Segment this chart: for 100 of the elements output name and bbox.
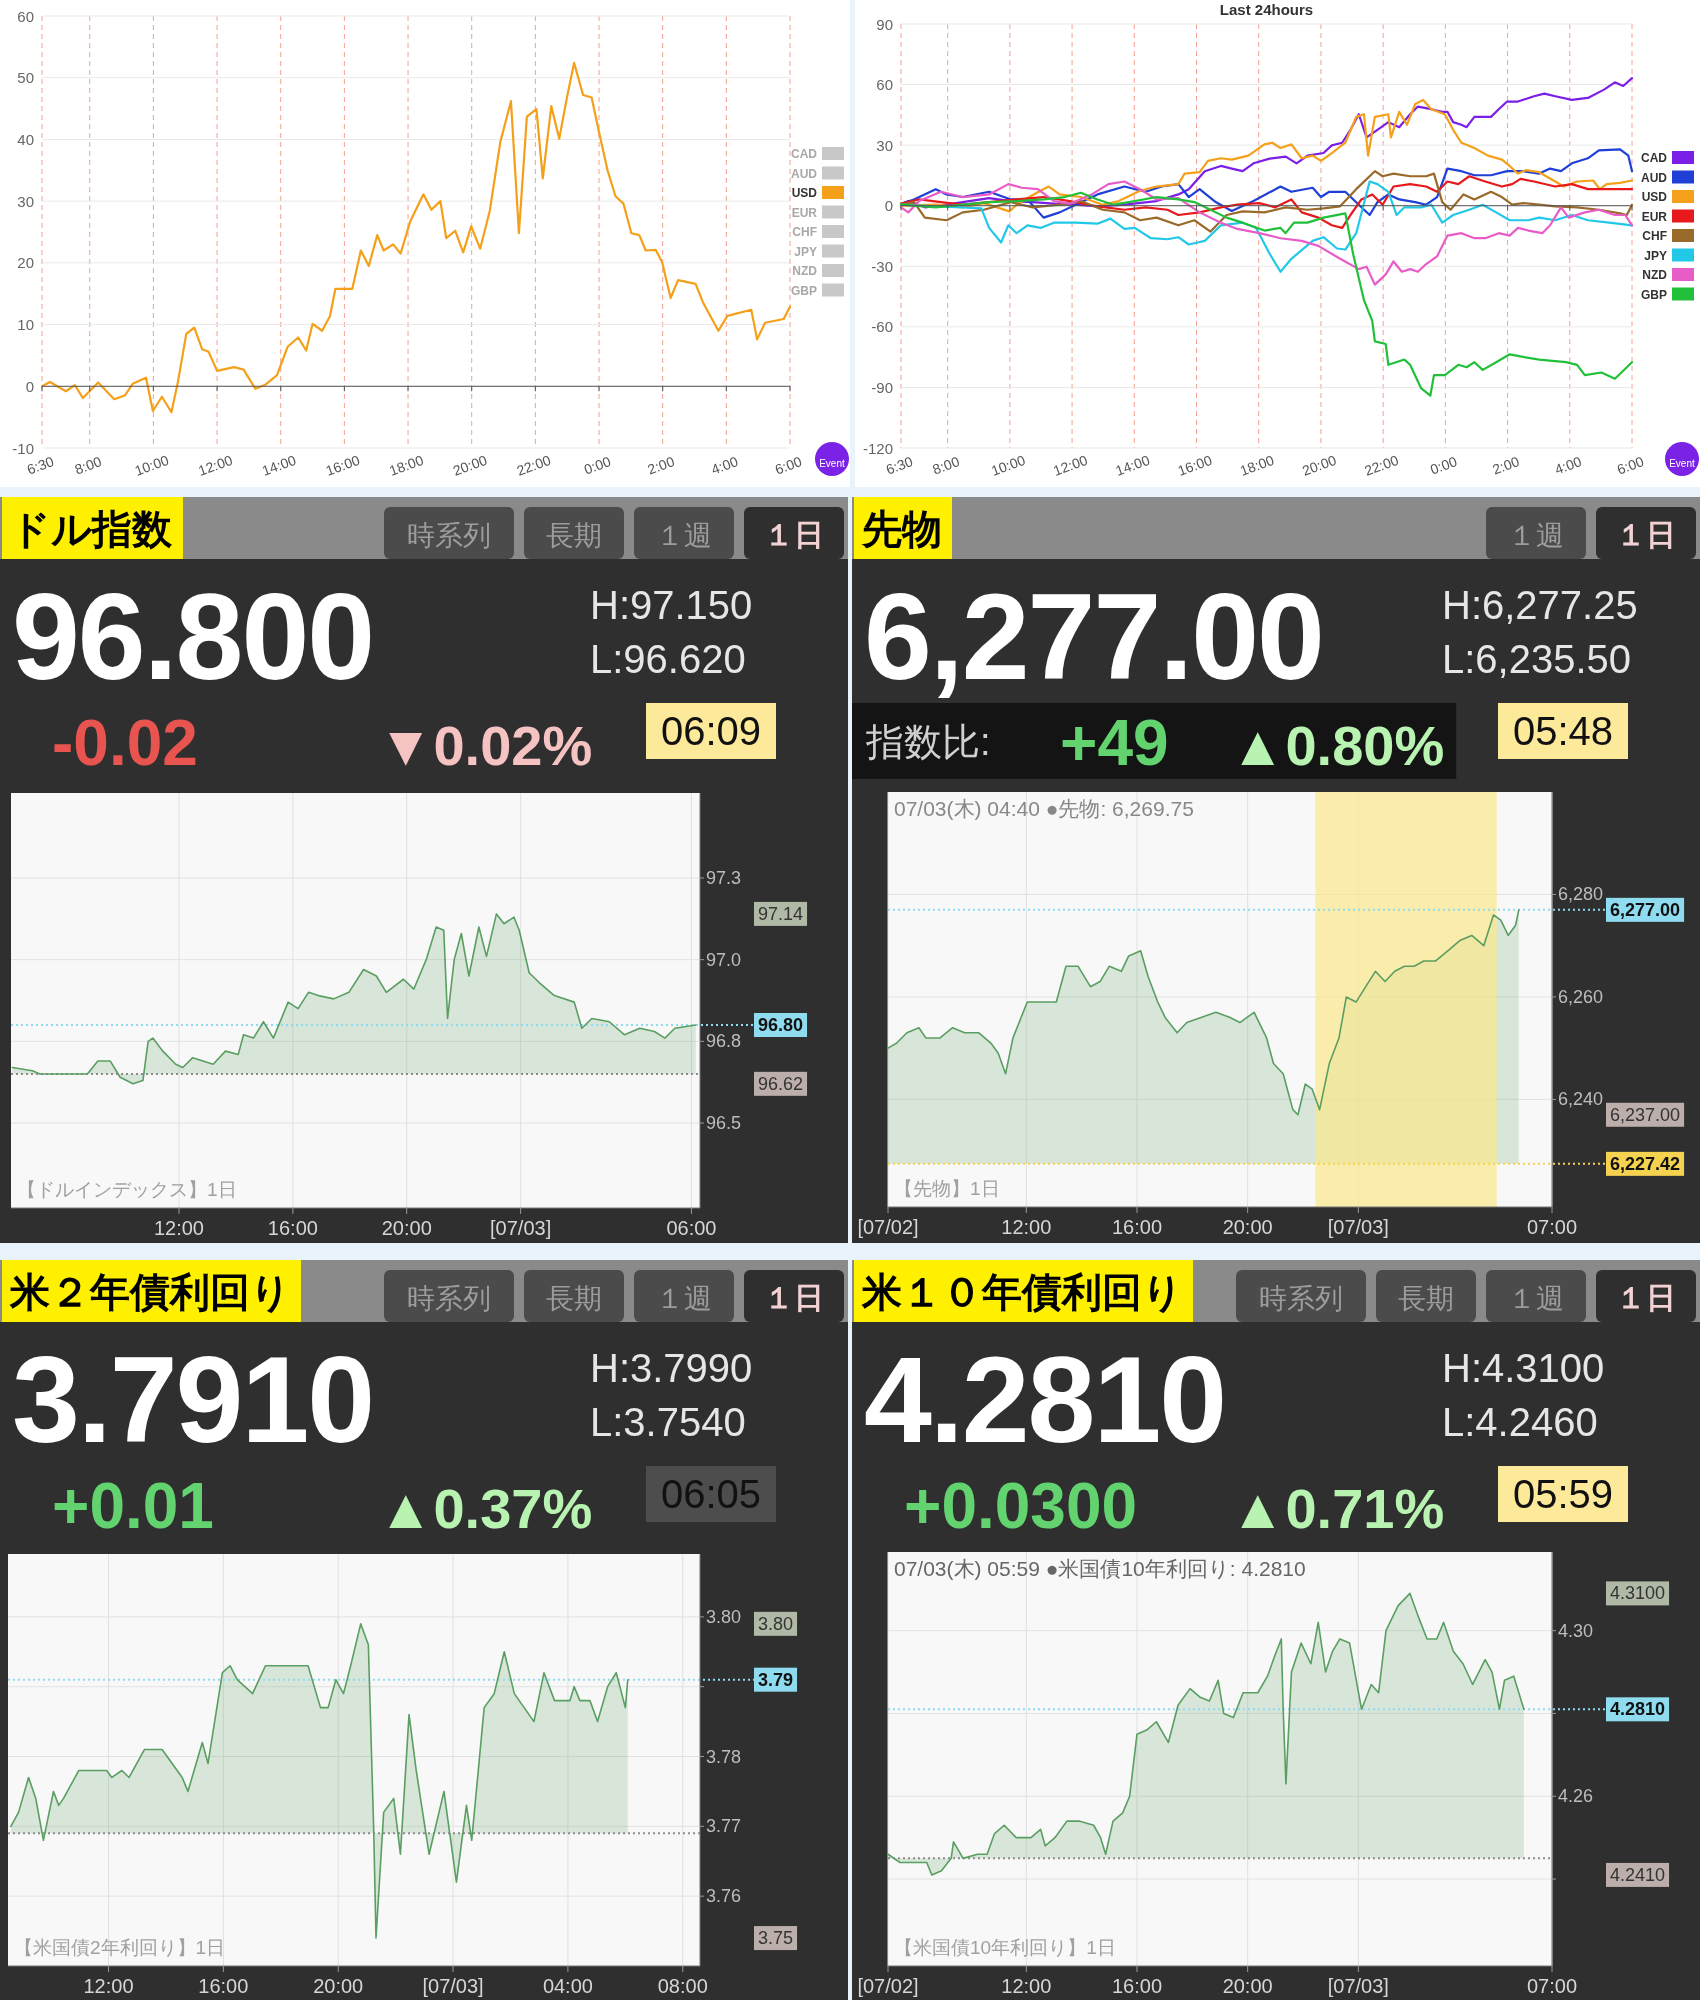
y-tick-label: 4.26 (1558, 1786, 1594, 1807)
y-tick-label: 0 (25, 377, 34, 395)
x-tick-label: 16:00 (198, 1975, 249, 1997)
legend-label: CAD (1641, 151, 1668, 165)
x-tick-label: 10:00 (132, 451, 172, 479)
x-tick-label: 20:00 (381, 1217, 432, 1239)
text: H:4.3100 (1442, 1346, 1605, 1390)
x-tick-label: [07/03] (1327, 1216, 1389, 1238)
text: １日 (764, 518, 824, 551)
y-tick-label: 30 (17, 192, 34, 210)
y-tick-label: 50 (17, 69, 34, 87)
x-tick-label: 12:00 (196, 451, 235, 479)
y-tick-label: 30 (876, 136, 893, 154)
text: 時系列 (1259, 1283, 1343, 1314)
x-tick-label: 06:00 (666, 1217, 717, 1239)
text: 3.75 (758, 1928, 794, 1949)
x-tick-label: 12:00 (153, 1217, 205, 1239)
x-tick-label: 6:00 (1614, 453, 1647, 478)
text: +0.0300 (904, 1470, 1138, 1542)
text: 時系列 (407, 520, 491, 551)
annotation: 07/03(木) 05:59 ●米国債10年利回り: 4.2810 (894, 1557, 1306, 1580)
chart-title: Last 24hours (1219, 1, 1314, 18)
x-tick-label: 14:00 (1113, 451, 1152, 479)
x-tick-label: 16:00 (1175, 451, 1215, 479)
x-tick-label: 12:00 (1001, 1975, 1052, 1997)
y-tick-label: 20 (17, 254, 34, 272)
text: 長期 (546, 520, 602, 551)
x-tick-label: 0:00 (581, 453, 614, 478)
x-tick-label: 16:00 (1111, 1975, 1163, 1997)
text: 3.7910 (12, 1332, 374, 1468)
y-tick-label: 3.77 (706, 1816, 742, 1837)
x-tick-label: 12:00 (83, 1975, 134, 1997)
y-tick-label: 3.76 (706, 1886, 742, 1907)
x-tick-label: 04:00 (542, 1975, 593, 1997)
y-tick-label: 3.78 (706, 1746, 742, 1767)
x-tick-label: 07:00 (1526, 1975, 1578, 1997)
x-tick-label: 20:00 (1300, 451, 1339, 479)
x-tick-label: 22:00 (514, 451, 554, 479)
y-tick-label: 60 (17, 7, 34, 25)
text: 6,237.00 (1610, 1104, 1681, 1125)
text: １日 (1616, 1281, 1676, 1314)
x-tick-label: 18:00 (387, 451, 426, 479)
y-tick-label: 6,280 (1558, 884, 1604, 905)
legend-label: NZD (792, 264, 818, 278)
legend-label: EUR (1641, 209, 1668, 224)
x-tick-label: [07/02] (857, 1975, 919, 1997)
text: 96.62 (758, 1073, 804, 1094)
legend-label: CHF (1642, 229, 1667, 243)
text: +0.01 (52, 1470, 214, 1542)
chart-title: 先物 (861, 507, 942, 551)
y-tick-label: 97.0 (706, 949, 742, 970)
chart-title: ドル指数 (10, 507, 173, 551)
text: １日 (764, 1281, 824, 1314)
text: １週 (1508, 520, 1564, 551)
x-tick-label: 6:00 (772, 453, 805, 478)
text: １日 (1616, 518, 1676, 551)
x-tick-label: [07/02] (857, 1216, 919, 1238)
y-tick-label: 4.30 (1558, 1620, 1594, 1641)
x-tick-label: 20:00 (1222, 1975, 1273, 1997)
x-tick-label: 16:00 (323, 451, 363, 479)
x-tick-label: 10:00 (988, 451, 1028, 479)
text: L:4.2460 (1442, 1400, 1598, 1444)
y-tick-label: 6,260 (1558, 986, 1604, 1007)
text: 指数比: (865, 721, 991, 763)
annotation: 【米国債2年利回り】1日 (14, 1937, 226, 1958)
text: 06:05 (660, 1472, 762, 1516)
text: 4.2810 (864, 1332, 1226, 1468)
y-tick-label: 96.5 (706, 1113, 742, 1134)
x-tick-label: 4:00 (1552, 453, 1584, 478)
legend-label: USD (1641, 190, 1668, 204)
x-tick-label: 20:00 (313, 1975, 364, 1997)
x-tick-label: 2:00 (1490, 453, 1522, 478)
x-tick-label: [07/03] (490, 1217, 552, 1239)
x-tick-label: 07:00 (1526, 1216, 1578, 1238)
text: +49 (1060, 707, 1169, 779)
ref-line-label: 6,277.00 (1610, 899, 1681, 920)
x-tick-label: 8:00 (72, 453, 104, 478)
text: 06:09 (660, 709, 762, 753)
annotation: 【米国債10年利回り】1日 (894, 1937, 1116, 1958)
y-tick-label: 40 (17, 130, 34, 148)
x-tick-label: 20:00 (450, 451, 490, 479)
text: Event (1669, 458, 1695, 469)
chart-title: 米１０年債利回り (861, 1270, 1183, 1314)
text: Event (819, 458, 845, 469)
x-tick-label: 18:00 (1237, 451, 1277, 479)
chart-title: 米２年債利回り (9, 1270, 291, 1314)
text: 長期 (546, 1283, 602, 1314)
x-tick-label: 14:00 (259, 451, 299, 479)
text: -0.02 (52, 707, 198, 779)
legend-label: AUD (1641, 170, 1668, 185)
y-tick-label: -60 (871, 318, 893, 336)
x-tick-label: 20:00 (1222, 1216, 1273, 1238)
legend-label: EUR (791, 205, 818, 220)
text: １週 (1508, 1283, 1564, 1314)
y-tick-label: 0 (884, 197, 893, 215)
text: H:6,277.25 (1442, 583, 1638, 627)
text: L:96.620 (590, 637, 746, 681)
text: 長期 (1398, 1283, 1454, 1314)
annotation: 【ドルインデックス】1日 (17, 1179, 237, 1200)
x-tick-label: [07/03] (422, 1975, 484, 1997)
